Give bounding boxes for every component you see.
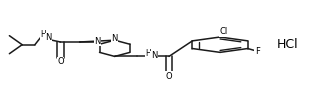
Text: H: H	[40, 30, 46, 39]
Text: N: N	[94, 37, 100, 46]
Text: HCl: HCl	[276, 38, 298, 51]
Text: O: O	[166, 72, 172, 81]
Text: H: H	[145, 49, 151, 58]
Text: Cl: Cl	[219, 27, 227, 36]
Text: N: N	[151, 51, 157, 60]
Text: F: F	[255, 47, 260, 56]
Text: N: N	[111, 34, 118, 43]
Text: O: O	[57, 57, 64, 66]
Text: N: N	[45, 33, 52, 42]
